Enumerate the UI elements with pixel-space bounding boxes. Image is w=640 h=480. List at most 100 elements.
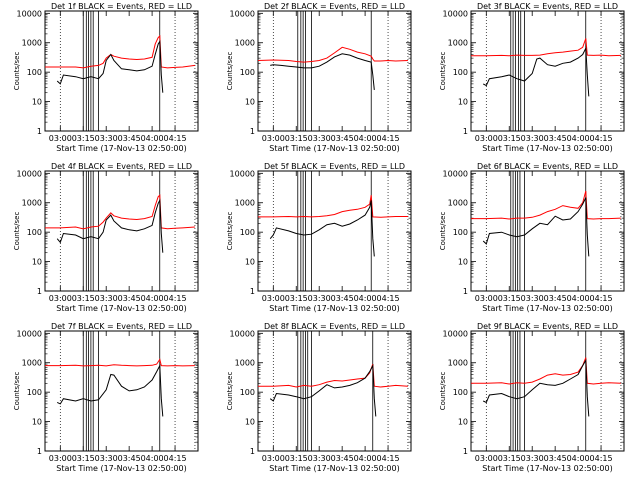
y-tick-label: 1000 — [448, 199, 468, 208]
x-tick-label: 04:15 — [590, 454, 613, 463]
events-series-line — [270, 53, 375, 90]
plot-area — [45, 331, 196, 451]
y-axis-label: Counts/sec — [226, 52, 234, 91]
y-tick-label: 1 — [37, 127, 42, 136]
x-tick-label: 03:15 — [498, 134, 521, 143]
x-tick-label: 03:45 — [118, 454, 141, 463]
events-series-line — [269, 200, 375, 257]
y-tick-label: 100 — [240, 68, 255, 77]
x-tick-label: 03:15 — [72, 134, 95, 143]
x-tick-label: 04:15 — [164, 294, 187, 303]
y-tick-label: 1 — [37, 287, 42, 296]
x-tick-label: 03:15 — [72, 294, 95, 303]
x-tick-label: 03:00 — [475, 294, 498, 303]
x-axis-label: Start Time (17-Nov-13 02:50:00) — [482, 464, 612, 473]
x-tick-label: 03:45 — [544, 454, 567, 463]
chart-title: Det 7f BLACK = Events, RED = LLD — [51, 322, 192, 331]
chart-title: Det 4f BLACK = Events, RED = LLD — [51, 162, 192, 171]
x-tick-label: 04:15 — [590, 294, 613, 303]
y-tick-label: 10000 — [17, 329, 42, 338]
y-tick-label: 100 — [453, 68, 468, 77]
y-tick-label: 1000 — [235, 359, 255, 368]
x-tick-label: 03:00 — [262, 454, 285, 463]
y-tick-label: 100 — [453, 388, 468, 397]
events-series-line — [56, 39, 164, 93]
detector-chart-9: Det 9f BLACK = Events, RED = LLD 1 10 100 10… — [439, 322, 625, 473]
chart-title: Det 2f BLACK = Events, RED = LLD — [264, 2, 405, 11]
x-tick-label: 03:45 — [544, 294, 567, 303]
lld-series-line — [471, 38, 621, 57]
detector-chart-7: Det 7f BLACK = Events, RED = LLD 1 10 100 10… — [13, 322, 199, 473]
x-tick-label: 03:30 — [521, 134, 544, 143]
x-tick-label: 03:00 — [262, 134, 285, 143]
x-tick-label: 03:30 — [521, 454, 544, 463]
y-tick-label: 1 — [250, 287, 255, 296]
y-axis-label: Counts/sec — [13, 372, 21, 411]
x-tick-label: 03:00 — [475, 454, 498, 463]
x-tick-label: 04:00 — [567, 134, 590, 143]
x-tick-label: 03:00 — [475, 134, 498, 143]
x-tick-label: 03:15 — [498, 294, 521, 303]
x-tick-label: 03:15 — [498, 454, 521, 463]
x-tick-label: 04:15 — [377, 294, 400, 303]
x-axis-label: Start Time (17-Nov-13 02:50:00) — [56, 304, 186, 313]
x-tick-label: 03:30 — [95, 454, 118, 463]
x-tick-label: 03:30 — [95, 294, 118, 303]
x-axis-label: Start Time (17-Nov-13 02:50:00) — [269, 144, 399, 153]
events-series-line — [482, 197, 590, 257]
y-tick-label: 1 — [463, 447, 468, 456]
x-tick-label: 04:00 — [141, 134, 164, 143]
plot-frame — [44, 330, 199, 452]
events-series-line — [269, 363, 377, 417]
plot-area — [45, 171, 196, 291]
lld-series-line — [471, 357, 621, 385]
y-tick-label: 10 — [245, 98, 255, 107]
events-series-line — [482, 358, 590, 417]
chart-title: Det 9f BLACK = Events, RED = LLD — [477, 322, 618, 331]
x-axis-label: Start Time (17-Nov-13 02:50:00) — [482, 144, 612, 153]
plot-frame — [470, 330, 625, 452]
x-axis-label: Start Time (17-Nov-13 02:50:00) — [482, 304, 612, 313]
y-tick-label: 100 — [27, 68, 42, 77]
chart-title: Det 3f BLACK = Events, RED = LLD — [477, 2, 618, 11]
plot-area — [45, 11, 196, 131]
y-axis-label: Counts/sec — [439, 212, 447, 251]
detector-chart-8: Det 8f BLACK = Events, RED = LLD 1 10 100 10… — [226, 322, 412, 473]
y-tick-label: 1000 — [22, 359, 42, 368]
detector-chart-4: Det 4f BLACK = Events, RED = LLD 1 10 100 10… — [13, 162, 199, 313]
x-tick-label: 04:15 — [377, 134, 400, 143]
x-axis-label: Start Time (17-Nov-13 02:50:00) — [56, 144, 186, 153]
x-tick-label: 04:00 — [354, 454, 377, 463]
y-tick-label: 1 — [250, 127, 255, 136]
y-tick-label: 1 — [250, 447, 255, 456]
y-axis-label: Counts/sec — [226, 212, 234, 251]
y-tick-label: 1000 — [22, 199, 42, 208]
plot-frame — [257, 330, 412, 452]
lld-series-line — [258, 363, 408, 388]
x-tick-label: 04:00 — [141, 294, 164, 303]
lld-series-line — [258, 195, 408, 218]
lld-series-line — [45, 194, 195, 230]
y-tick-label: 10 — [32, 258, 42, 267]
x-tick-label: 03:00 — [49, 134, 72, 143]
plot-area — [471, 171, 622, 291]
x-tick-label: 03:15 — [285, 454, 308, 463]
detector-chart-2: Det 2f BLACK = Events, RED = LLD 1 10 100 10… — [226, 2, 412, 153]
x-tick-label: 04:00 — [567, 454, 590, 463]
plot-area — [258, 331, 409, 451]
lld-series-line — [45, 358, 195, 367]
x-tick-label: 03:15 — [285, 134, 308, 143]
events-series-line — [56, 363, 164, 417]
y-tick-label: 10000 — [443, 9, 468, 18]
y-tick-label: 1 — [463, 127, 468, 136]
chart-title: Det 6f BLACK = Events, RED = LLD — [477, 162, 618, 171]
y-tick-label: 10000 — [443, 169, 468, 178]
lld-series-line — [258, 46, 408, 63]
plot-area — [258, 171, 409, 291]
x-tick-label: 04:00 — [141, 454, 164, 463]
x-tick-label: 03:30 — [95, 134, 118, 143]
y-axis-label: Counts/sec — [13, 212, 21, 251]
x-tick-label: 03:45 — [118, 134, 141, 143]
plot-area — [471, 11, 622, 131]
